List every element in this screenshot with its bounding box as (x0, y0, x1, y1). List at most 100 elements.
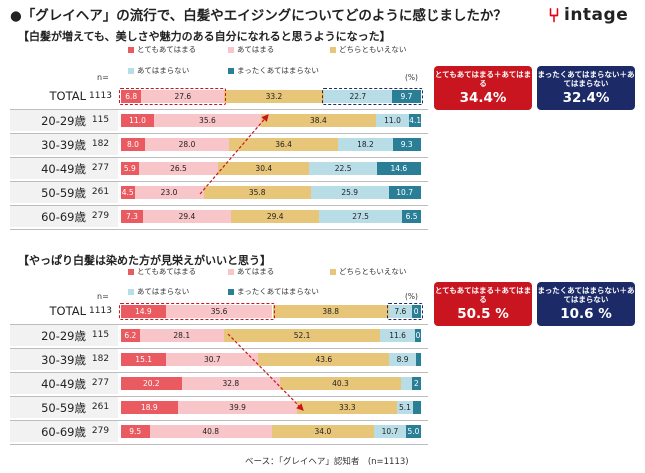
row-band (10, 86, 118, 107)
row-n: 277 (91, 163, 110, 173)
bar-segment: 11.0 (376, 114, 409, 127)
row-n: 277 (91, 378, 110, 388)
row-divider (10, 396, 428, 397)
row-label: 30-39歳 (41, 353, 86, 367)
row-divider (10, 205, 428, 206)
legend-item: あてはまらない (128, 65, 189, 76)
bar-segment: 30.4 (218, 162, 310, 175)
row-n: 115 (91, 330, 110, 340)
bar-segment: 43.6 (258, 353, 390, 366)
bar-segment: 27.6 (141, 90, 225, 103)
bar-segment: 9.3 (392, 138, 421, 151)
row-n: 1113 (89, 306, 112, 316)
legend-label: どちらともいえない (339, 45, 407, 54)
legend-swatch (128, 46, 134, 53)
bar-segment: 7.3 (121, 210, 143, 223)
summary-value: 50.5 % (457, 306, 509, 322)
legend-swatch (228, 67, 234, 74)
row-band (10, 158, 118, 179)
page-title: ●「グレイヘア」の流行で、白髪やエイジングについてどのように感じましたか？ (10, 8, 507, 24)
legend-item: あてはまる (228, 44, 274, 55)
percent-unit: (%) (405, 292, 418, 301)
row-label: TOTAL (49, 304, 86, 318)
bar-segment (400, 377, 412, 390)
bar-segment: 14.6 (376, 162, 421, 175)
bar-segment: 18.2 (338, 138, 393, 151)
bar-segment: 6.8 (121, 90, 142, 103)
legend-item: どちらともいえない (330, 44, 406, 55)
bar-segment: 0 (415, 329, 421, 342)
bar-segment: 6.5 (401, 210, 422, 223)
n-header: n= (97, 292, 109, 301)
row-band (10, 301, 118, 322)
bar-segment: 32.8 (181, 377, 280, 390)
trend-arrow-senior (227, 333, 304, 411)
bar-segment: 5.9 (121, 162, 139, 175)
legend-item: とてもあてはまる (128, 44, 196, 55)
row-label: 50-59歳 (41, 186, 86, 200)
row-n: 261 (91, 187, 110, 197)
bar-segment: 10.7 (388, 186, 421, 199)
legend-label: まったくあてはまらない (237, 66, 319, 75)
bar-segment: 38.4 (260, 114, 376, 127)
summary-highlight-disagree (321, 88, 423, 105)
bar-segment: 29.4 (231, 210, 320, 223)
summary-value: 10.6 % (560, 306, 612, 322)
trend-arrow-young (199, 114, 269, 195)
legend-item: とてもあてはまる (128, 266, 196, 277)
summary-highlight-disagree (387, 303, 423, 320)
legend-label: まったくあてはまらない (237, 287, 319, 296)
row-divider (10, 324, 428, 325)
legend-item: あてはまらない (128, 286, 189, 297)
bar-segment: 22.7 (323, 90, 392, 103)
bar-segment: 28.0 (145, 138, 229, 151)
row-divider (10, 444, 428, 445)
row-band (10, 182, 118, 203)
row-label: 40-49歳 (41, 377, 86, 391)
bar-segment: 33.3 (297, 401, 398, 414)
bar-segment: 9.7 (391, 90, 421, 103)
bar-segment: 29.4 (142, 210, 232, 223)
row-band (10, 110, 118, 131)
bar-segment: 8.0 (121, 138, 145, 151)
bar-segment: 25.9 (310, 186, 389, 199)
legend-swatch (330, 268, 336, 275)
percent-unit: (%) (405, 73, 418, 82)
bar-segment: 11.0 (121, 114, 154, 127)
row-label: TOTAL (49, 89, 86, 103)
bar-segment: 6.2 (121, 329, 140, 342)
legend-swatch (228, 288, 234, 295)
row-label: 50-59歳 (41, 401, 86, 415)
bar-segment: 2 (411, 377, 421, 390)
row-band (10, 325, 118, 346)
row-label: 60-69歳 (41, 425, 86, 439)
row-divider (10, 420, 428, 421)
bar-segment: 11.6 (380, 329, 415, 342)
bar-segment: 22.5 (309, 162, 377, 175)
legend-label: とてもあてはまる (137, 45, 197, 54)
bar-segment: 40.3 (280, 377, 401, 390)
legend-item: どちらともいえない (330, 266, 406, 277)
footer-base-note: ベース：「グレイヘア」認知者 (n=1113) (245, 457, 409, 467)
row-n: 279 (91, 426, 110, 436)
legend-label: あてはまらない (137, 66, 190, 75)
bar-segment: 10.7 (373, 425, 406, 438)
summary-label: とてもあてはまる＋あてはまる (434, 286, 532, 304)
summary-label: まったくあてはまらない＋あてはまらない (537, 70, 635, 88)
logo-mark-icon: ⑂ (548, 3, 560, 27)
bar-segment: 40.8 (149, 425, 272, 438)
summary-box-agree: とてもあてはまる＋あてはまる 50.5 % (434, 282, 532, 326)
bar-segment: 35.6 (154, 114, 261, 127)
row-n: 182 (91, 139, 110, 149)
bar-segment: 35.6 (165, 305, 273, 318)
bar-segment: 9.5 (121, 425, 150, 438)
summary-value: 34.4% (459, 90, 507, 106)
summary-label: とてもあてはまる＋あてはまる (434, 70, 532, 88)
bar-segment: 35.8 (203, 186, 311, 199)
row-label: 30-39歳 (41, 138, 86, 152)
legend-label: あてはまらない (137, 287, 190, 296)
bar-segment: 38.8 (272, 305, 389, 318)
row-band (10, 349, 118, 370)
legend-label: とてもあてはまる (137, 267, 197, 276)
